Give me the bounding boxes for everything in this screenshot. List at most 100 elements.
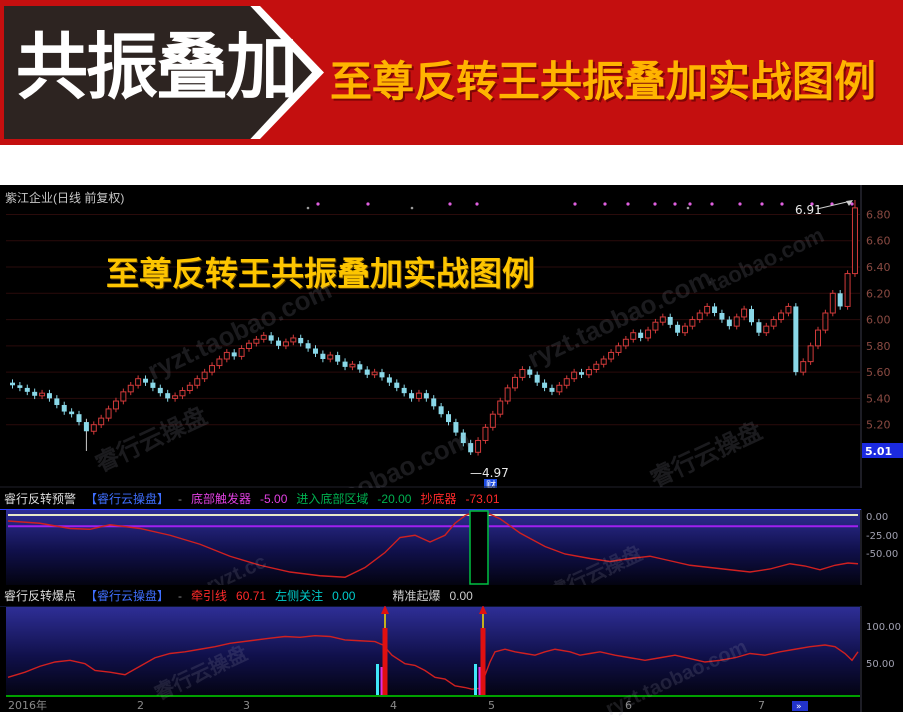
candle-body [519,369,526,378]
burst-signal [376,605,389,695]
svg-text:6.40: 6.40 [866,261,891,274]
candle-body [245,342,252,349]
date-label: 7 [758,699,765,712]
candle-body [630,332,637,340]
candles [10,200,858,456]
last-price-badge [862,443,903,458]
candle-body [260,334,267,340]
page-forward-button[interactable] [792,701,808,711]
candle-body [290,337,297,343]
candle-body [815,329,822,347]
candle-body [822,312,829,331]
low-price-label: —4.97 [470,466,509,480]
candle-body [497,400,504,415]
candle-body [201,371,208,380]
candle-body [401,387,407,394]
stock-title: 紫江企业(日线 前复权) [5,191,125,205]
candle-body [563,378,570,386]
svg-text:0.00: 0.00 [866,512,888,523]
indicator2-series1-value: 60.71 [236,588,267,603]
indicator-panel-1: 0.00 -25.00 -50.00 [0,508,898,585]
candle-body [143,378,149,383]
date-axis: 2016年 2 3 4 5 6 7 » [8,698,808,712]
indicator1-series1-label: 底部触发器 [191,492,252,506]
page-forward-icon: » [796,702,802,712]
candle-body [157,387,163,394]
candle-body [335,355,341,362]
date-label: 3 [243,699,250,712]
candle-body [127,384,134,393]
svg-text:财: 财 [486,479,496,492]
indicator2-series2-value: 0.00 [332,588,356,603]
candle-body [579,372,585,375]
candle-body [61,404,67,412]
candle-body [364,369,370,375]
candle-body [696,312,703,321]
indicator1-series2-value: -20.00 [377,491,412,506]
candle-body [549,387,555,392]
indicator1-series3-value: -73.01 [465,491,500,506]
candle-body [305,343,311,349]
svg-text:5.60: 5.60 [866,366,891,379]
candle-body [342,361,348,367]
candle-body [556,384,563,393]
banner-left-title: 共振叠加 [16,28,298,108]
candle-body [253,338,260,344]
candle-body [489,413,496,428]
candle-body [24,387,30,392]
indicator1-series2-label: 进入底部区域 [296,492,369,506]
price-axis-labels: 6.80 6.60 6.40 6.20 6.00 5.80 5.60 5.40 5.20 [866,208,891,431]
candle-body [76,414,82,423]
candle-body [394,382,400,388]
date-label: 5 [488,699,495,712]
burst-signal [474,605,487,695]
banner-right-title: 至尊反转王共振叠加实战图例 [330,58,877,105]
indicator2-name: 睿行反转爆点 [4,589,77,603]
indicator2-separator: - [178,588,183,603]
candle-body [415,392,422,399]
candle-body [837,293,843,307]
svg-text:6.00: 6.00 [866,314,891,327]
candle-body [120,391,127,402]
candle-body [763,325,770,334]
svg-text:6.20: 6.20 [866,287,891,300]
candle-body [69,411,75,415]
chart-overlay-title: 至尊反转王共振叠加实战图例 [106,255,535,292]
svg-text:6.80: 6.80 [866,208,891,221]
svg-text:5.20: 5.20 [866,419,891,432]
candle-body [504,387,511,402]
candle-body [704,305,711,314]
indicator-panel-2: 100.00 50.00 [0,605,901,697]
trading-terminal: 紫江企业(日线 前复权) 至尊反转王共振叠加实战图例 6.80 6.60 6.40 6… [0,185,903,720]
candle-body [17,385,23,388]
signal-box [469,510,489,585]
candle-body [652,321,659,331]
candle-body [453,422,459,433]
candle-body [689,319,696,327]
svg-text:100.00: 100.00 [866,622,901,633]
candle-body [622,338,629,347]
date-label: 2016年 [8,698,47,712]
price-annotations: 6.91 —4.97财 5.01 [470,200,903,492]
candle-body [105,408,112,419]
candle-body [386,377,392,383]
candle-body [468,443,474,453]
candle-body [645,329,652,339]
candle-body [39,392,46,397]
indicator1-separator: - [178,491,183,506]
candle-body [608,351,615,360]
indicator2-line [7,634,859,690]
candle-body [150,382,156,388]
candle-body [800,361,807,373]
candle-body [659,316,666,323]
svg-text:5.40: 5.40 [866,392,891,405]
candle-body [749,309,754,323]
candle-body [675,324,681,333]
candle-body [298,337,304,344]
grid-lines [6,213,860,426]
candle-body [807,345,814,363]
indicator1-name: 睿行反转预警 [4,492,77,506]
candle-body [216,358,223,367]
candle-body [98,417,105,426]
candle-body [475,439,482,453]
